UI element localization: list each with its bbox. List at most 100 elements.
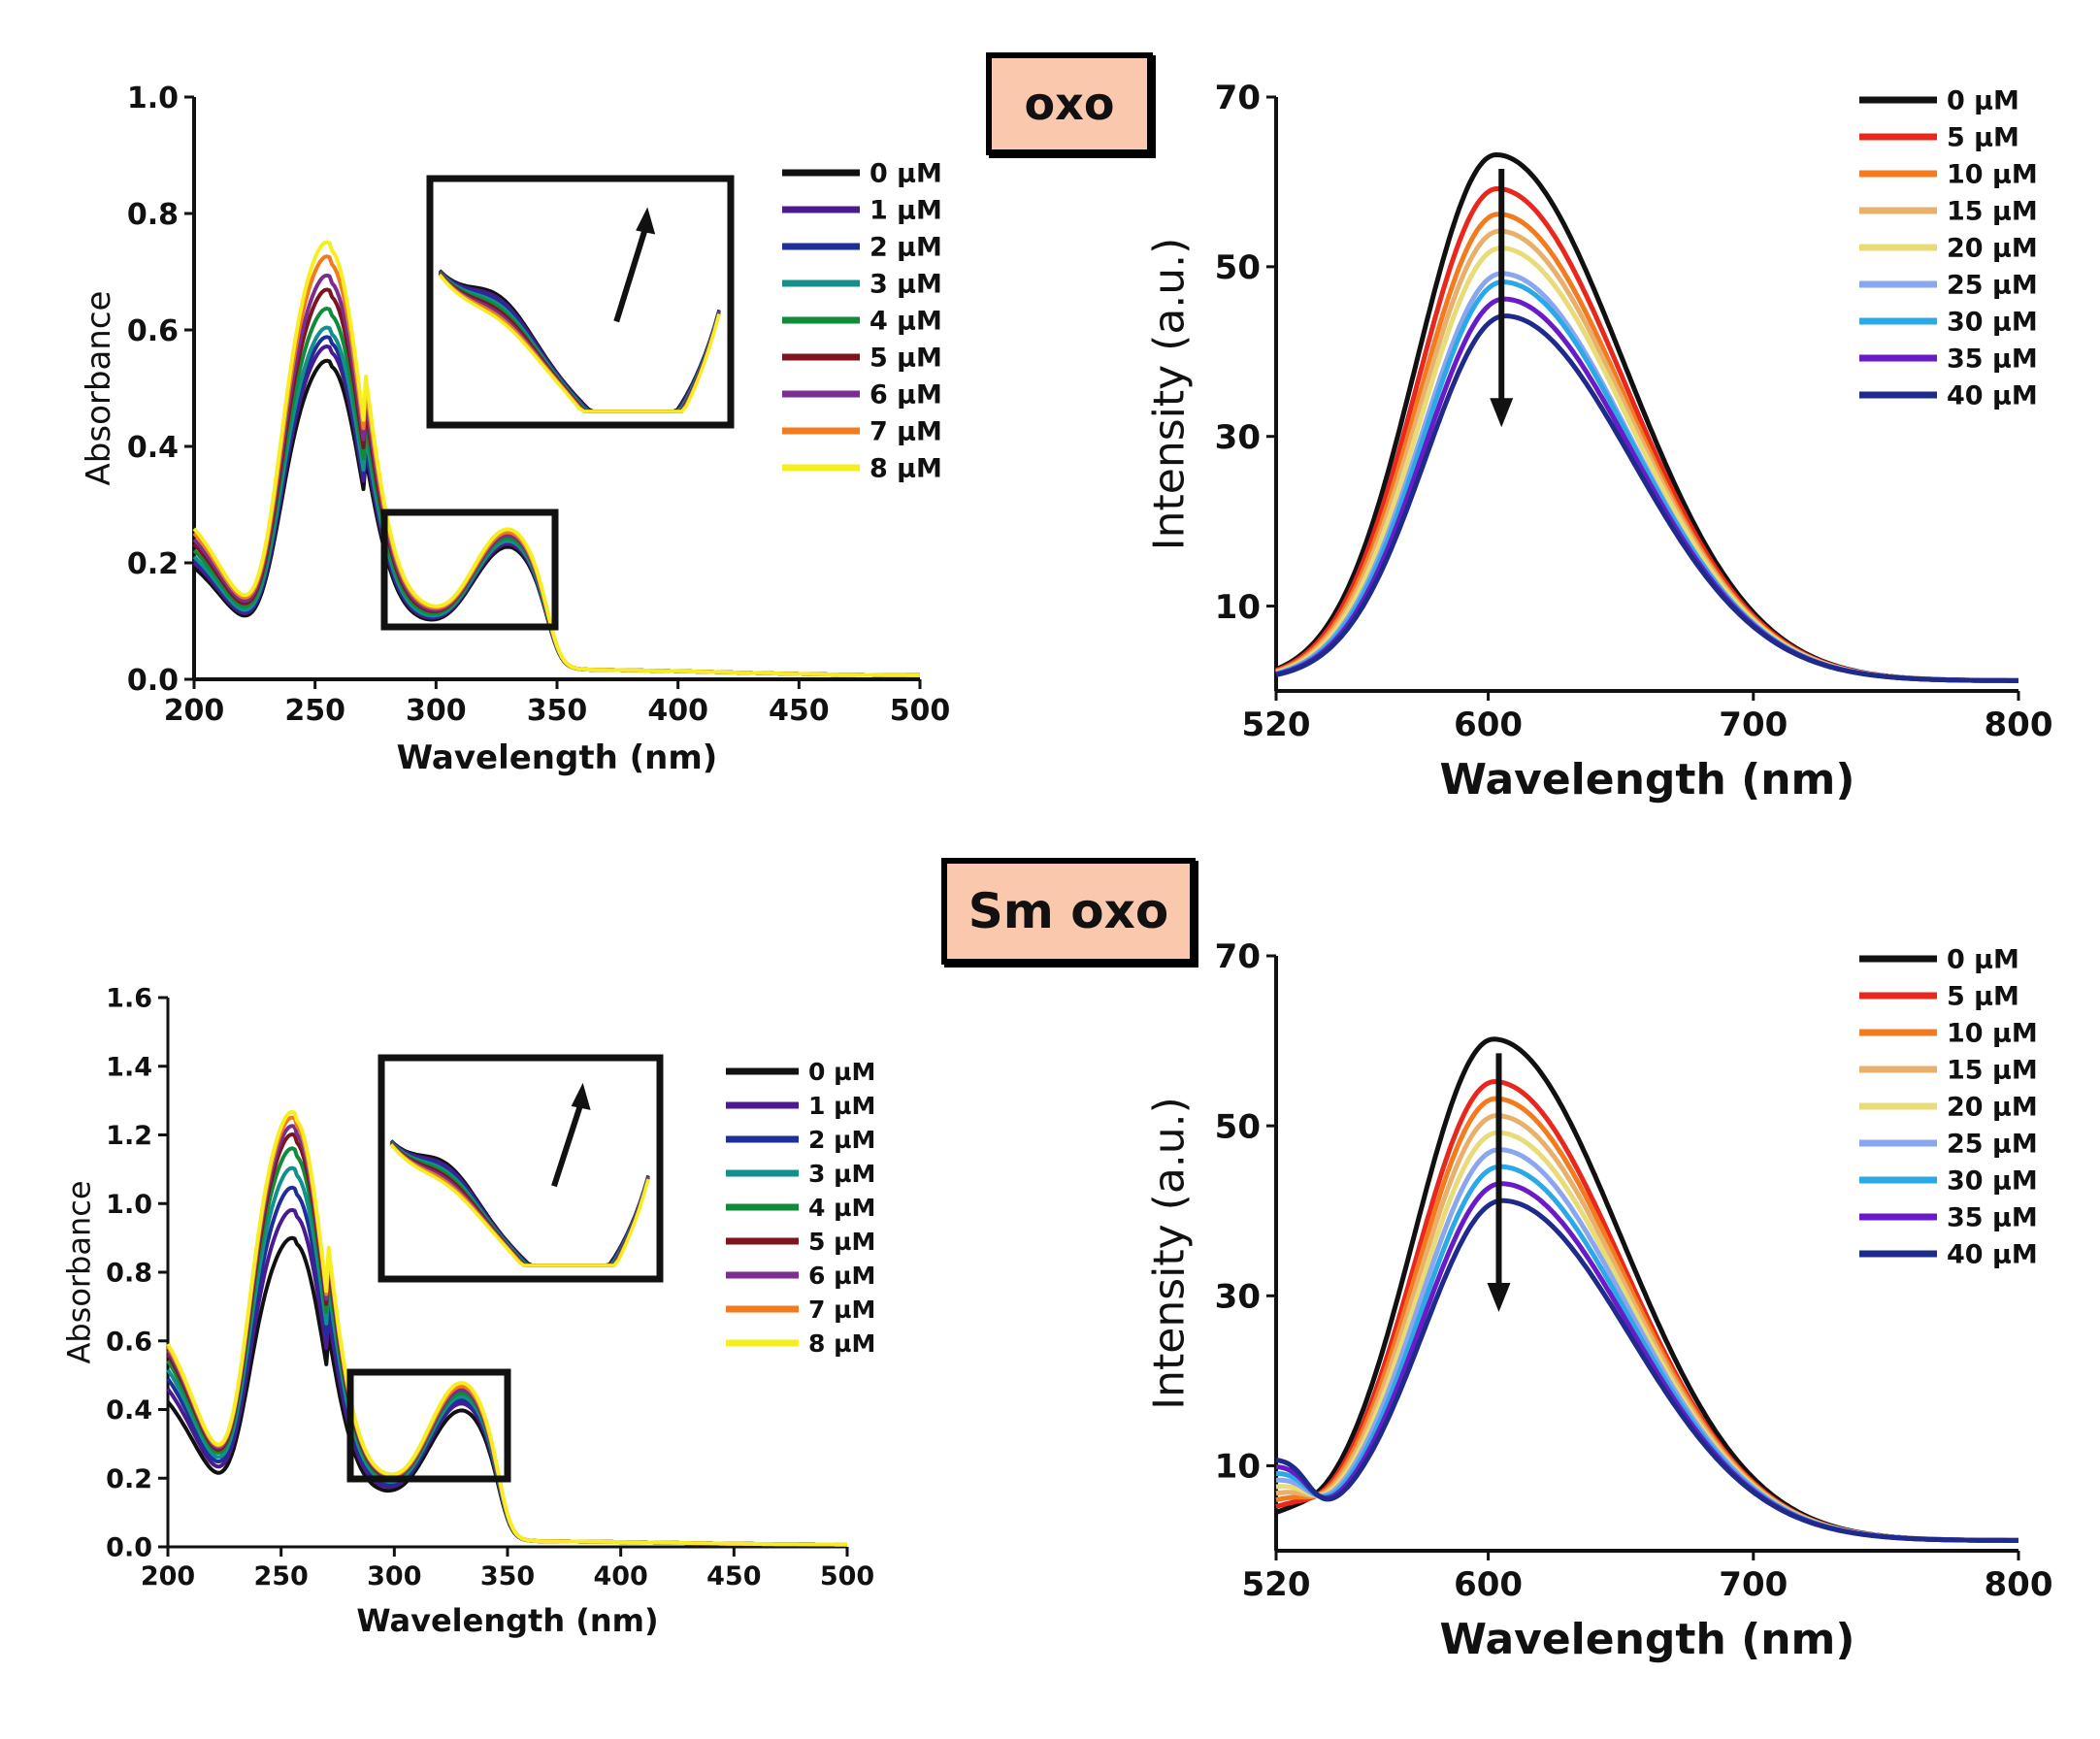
series-line-5M — [1275, 1079, 2018, 1543]
y-axis-title: Absorbance — [60, 1180, 97, 1363]
intensity-arrow-head — [1490, 398, 1514, 428]
y-tick-label: 0.4 — [127, 431, 179, 465]
legend-label: 3 µM — [870, 270, 942, 300]
x-tick-label: 520 — [1242, 705, 1311, 744]
y-tick-label: 0.6 — [127, 314, 179, 348]
series-line-5M — [1275, 186, 2018, 683]
zoom-region-box — [346, 1368, 511, 1483]
x-axis-title: Wavelength (nm) — [356, 1602, 658, 1639]
series-line-8M — [166, 1109, 847, 1547]
inset-arrow-head — [571, 1082, 591, 1110]
y-axis-title: Intensity (a.u.) — [1145, 238, 1195, 551]
inset-panel — [377, 1054, 664, 1283]
legend-label: 40 µM — [1947, 381, 2038, 411]
y-tick-label: 1.2 — [106, 1121, 152, 1151]
y-tick-label: 50 — [1215, 1107, 1261, 1146]
legend-label: 15 µM — [1947, 1056, 2038, 1086]
legend-label: 35 µM — [1947, 345, 2038, 375]
inset-series-line — [438, 274, 721, 413]
y-tick-label: 0.2 — [106, 1464, 152, 1494]
y-tick-label: 0.6 — [106, 1327, 152, 1357]
series-group — [192, 240, 920, 677]
x-tick-label: 600 — [1454, 1565, 1523, 1604]
inset-panel — [426, 175, 735, 429]
sm-oxo-label-box: Sm oxo — [941, 858, 1196, 965]
x-tick-label: 400 — [647, 694, 708, 728]
x-tick-label: 700 — [1719, 705, 1788, 744]
y-tick-label: 0.4 — [106, 1395, 152, 1426]
inset-series-line — [389, 1143, 650, 1267]
legend-label: 10 µM — [1947, 1019, 2038, 1049]
x-tick-label: 350 — [480, 1561, 535, 1591]
x-tick-label: 200 — [141, 1561, 195, 1591]
chart-fl_smoxo: 520 600 700 800 10 30 50 70 Wavelength (nm) Inten… — [1145, 937, 2053, 1664]
x-tick-label: 800 — [1985, 1565, 2053, 1604]
series-line-10M — [1275, 1096, 2018, 1543]
y-tick-label: 30 — [1215, 418, 1261, 457]
legend-label: 20 µM — [1947, 1093, 2038, 1123]
legend-label: 5 µM — [1947, 123, 2019, 153]
legend-label: 3 µM — [808, 1160, 875, 1188]
series-line-0M — [1275, 1036, 2018, 1543]
legend-label: 4 µM — [808, 1194, 875, 1222]
legend-label: 1 µM — [808, 1092, 875, 1120]
x-tick-label: 300 — [406, 694, 467, 728]
y-tick-label: 1.6 — [106, 984, 152, 1014]
legend-label: 0 µM — [870, 159, 942, 189]
legend-label: 35 µM — [1947, 1203, 2038, 1233]
x-axis-title: Wavelength (nm) — [1440, 755, 1855, 804]
y-tick-label: 0.2 — [127, 547, 179, 581]
legend-label: 20 µM — [1947, 234, 2038, 264]
legend-label: 25 µM — [1947, 1130, 2038, 1160]
y-tick-label: 0.8 — [106, 1259, 152, 1289]
legend-label: 5 µM — [1947, 982, 2019, 1012]
legend: 0 µM 5 µM 10 µM 15 µM 20 µM 25 µM 30 µM 35 µM 40… — [1859, 86, 2038, 411]
legend-label: 0 µM — [808, 1058, 875, 1086]
y-tick-label: 0.0 — [106, 1533, 152, 1563]
x-tick-label: 300 — [367, 1561, 421, 1591]
legend: 0 µM 1 µM 2 µM 3 µM 4 µM 5 µM 6 µM 7 µM 8 µM — [726, 1058, 875, 1358]
x-tick-label: 500 — [890, 694, 951, 728]
legend-label: 5 µM — [808, 1228, 875, 1256]
y-axis-title: Absorbance — [80, 291, 118, 486]
y-tick-label: 70 — [1215, 79, 1261, 117]
legend-label: 5 µM — [870, 344, 942, 374]
y-tick-label: 1.0 — [106, 1190, 152, 1220]
y-tick-label: 30 — [1215, 1278, 1261, 1317]
x-tick-label: 250 — [253, 1561, 308, 1591]
legend-label: 30 µM — [1947, 308, 2038, 338]
chart-fl_oxo: 520 600 700 800 10 30 50 70 Wavelength (nm) Inten… — [1145, 79, 2053, 804]
series-group — [1275, 152, 2018, 683]
legend-label: 8 µM — [870, 454, 942, 484]
y-tick-label: 10 — [1215, 1448, 1261, 1487]
intensity-arrow-head — [1487, 1283, 1511, 1313]
y-tick-label: 1.0 — [127, 82, 179, 115]
inset-arrow-shaft — [613, 223, 650, 323]
legend-label: 2 µM — [808, 1126, 875, 1154]
inset-arrow-shaft — [551, 1099, 585, 1188]
oxo-label-box: oxo — [986, 52, 1153, 155]
series-group — [1275, 1036, 2018, 1543]
legend-label: 2 µM — [870, 233, 942, 263]
y-tick-label: 0.8 — [127, 198, 179, 232]
series-line-8M — [192, 240, 920, 677]
legend: 0 µM 5 µM 10 µM 15 µM 20 µM 25 µM 30 µM 35 µM 40… — [1859, 945, 2038, 1270]
series-line-0M — [1275, 152, 2018, 683]
legend-label: 7 µM — [808, 1296, 875, 1324]
x-tick-label: 450 — [706, 1561, 761, 1591]
x-tick-label: 600 — [1454, 705, 1523, 744]
y-tick-label: 1.4 — [106, 1052, 152, 1082]
x-tick-label: 450 — [769, 694, 830, 728]
legend-label: 40 µM — [1947, 1240, 2038, 1270]
legend-label: 30 µM — [1947, 1166, 2038, 1197]
x-tick-label: 350 — [527, 694, 588, 728]
y-axis-title: Intensity (a.u.) — [1145, 1097, 1195, 1410]
chart-abs_smoxo: 200 250 300 350 400 450 500 0.0 0.2 0.4 0.6 0.8 1.0 1… — [60, 984, 875, 1639]
x-tick-label: 500 — [820, 1561, 874, 1591]
legend-label: 6 µM — [870, 380, 942, 410]
x-axis-title: Wavelength (nm) — [397, 738, 718, 777]
x-tick-label: 800 — [1985, 705, 2053, 744]
legend-label: 25 µM — [1947, 271, 2038, 301]
sm-oxo-label: Sm oxo — [968, 883, 1169, 939]
